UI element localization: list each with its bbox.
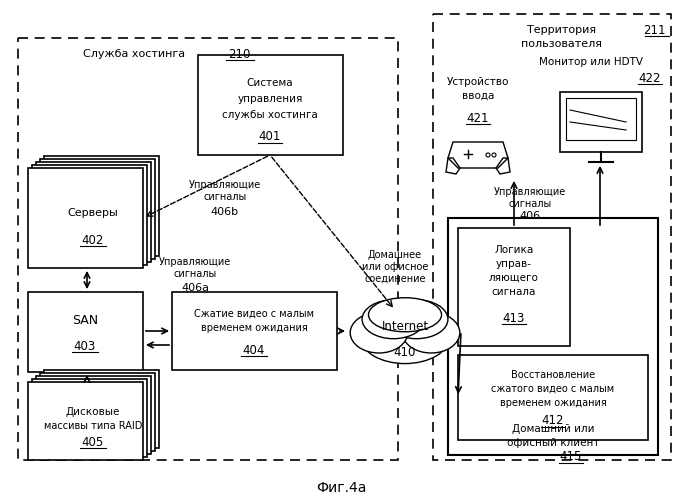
Text: сжатого видео с малым: сжатого видео с малым (492, 384, 614, 394)
Text: Служба хостинга: Служба хостинга (83, 49, 185, 59)
Text: Монитор или HDTV: Монитор или HDTV (539, 57, 643, 67)
Text: Домашнее: Домашнее (368, 250, 422, 260)
Bar (433, 14, 671, 460)
Bar (448, 218, 658, 455)
Text: ввода: ввода (462, 91, 494, 101)
Bar (44, 370, 159, 448)
Text: ляющего: ляющего (489, 273, 539, 283)
Bar (28, 382, 143, 460)
Bar (172, 292, 337, 370)
Text: Сжатие видео с малым: Сжатие видео с малым (194, 309, 314, 319)
Text: Дисковые: Дисковые (65, 407, 120, 417)
Text: Серверы: Серверы (68, 208, 119, 218)
Text: 422: 422 (638, 72, 660, 85)
Text: SAN: SAN (72, 314, 98, 326)
Ellipse shape (362, 300, 425, 339)
Bar (566, 98, 636, 140)
Bar (458, 355, 648, 440)
Text: 412: 412 (542, 414, 564, 428)
Text: 406a: 406a (181, 283, 209, 293)
Text: сигналы: сигналы (508, 199, 552, 209)
Text: 210: 210 (228, 48, 250, 60)
Text: Фиг.4а: Фиг.4а (316, 481, 366, 495)
Text: 404: 404 (243, 344, 265, 356)
Text: офисный клиент: офисный клиент (507, 438, 599, 448)
Text: Восстановление: Восстановление (511, 370, 595, 380)
Text: 402: 402 (82, 234, 104, 246)
Bar (32, 165, 147, 265)
Ellipse shape (361, 311, 449, 364)
Text: временем ожидания: временем ожидания (500, 398, 606, 408)
Bar (28, 292, 143, 372)
Bar (40, 159, 155, 259)
Bar (44, 156, 159, 256)
Text: Территория: Территория (527, 25, 597, 35)
Text: Логика: Логика (494, 245, 533, 255)
Text: пользователя: пользователя (522, 39, 602, 49)
Text: 405: 405 (82, 436, 104, 448)
Text: Управляющие: Управляющие (159, 257, 231, 267)
Text: временем ожидания: временем ожидания (201, 323, 308, 333)
Text: Устройство: Устройство (447, 77, 509, 87)
Text: Управляющие: Управляющие (494, 187, 566, 197)
Bar (560, 92, 642, 152)
Text: службы хостинга: службы хостинга (222, 110, 318, 120)
Text: 421: 421 (466, 112, 489, 124)
Ellipse shape (385, 300, 448, 339)
Text: Домашний или: Домашний или (512, 424, 594, 434)
Ellipse shape (350, 312, 408, 353)
Text: Internet: Internet (381, 320, 428, 334)
Text: сигнала: сигнала (492, 287, 536, 297)
Text: сигналы: сигналы (203, 192, 247, 202)
Text: 403: 403 (74, 340, 96, 352)
Bar (32, 379, 147, 457)
Bar (18, 38, 398, 460)
Text: 410: 410 (394, 346, 416, 360)
Bar (28, 168, 143, 268)
Bar (458, 228, 570, 346)
Text: сигналы: сигналы (173, 269, 217, 279)
Text: Управляющие: Управляющие (189, 180, 261, 190)
Text: 413: 413 (503, 312, 525, 324)
Text: 406: 406 (520, 211, 541, 221)
Text: 406b: 406b (211, 207, 239, 217)
Bar (36, 162, 151, 262)
Text: Система: Система (247, 78, 293, 88)
Text: массивы типа RAID: массивы типа RAID (44, 421, 142, 431)
Text: управ-: управ- (496, 259, 532, 269)
Text: управления: управления (237, 94, 303, 104)
Bar (198, 55, 343, 155)
Text: 415: 415 (560, 450, 582, 464)
Bar (40, 373, 155, 451)
Text: соединение: соединение (364, 274, 426, 284)
Text: 211: 211 (643, 24, 666, 36)
Ellipse shape (402, 312, 460, 353)
Ellipse shape (368, 298, 441, 332)
Text: или офисное: или офисное (362, 262, 428, 272)
Bar (36, 376, 151, 454)
Text: 401: 401 (258, 130, 281, 143)
